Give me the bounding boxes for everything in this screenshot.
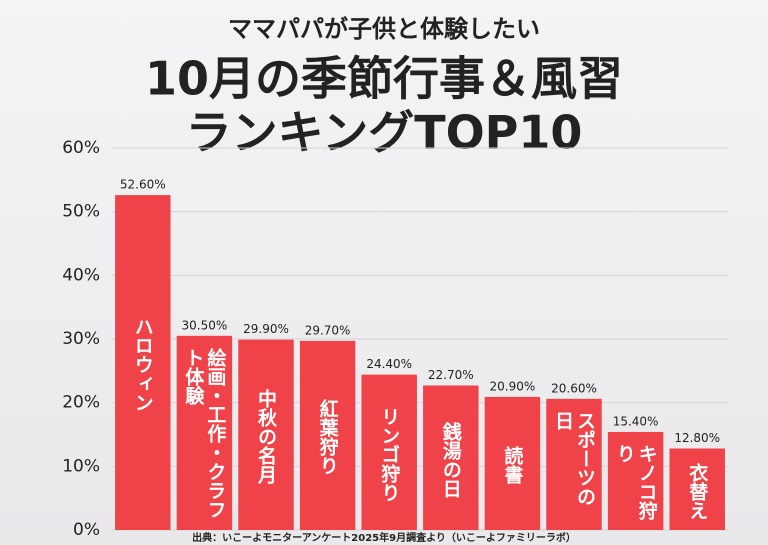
bar	[484, 396, 541, 530]
category-label: キノコ狩り	[613, 443, 658, 520]
data-label: 24.40%	[366, 357, 412, 371]
data-label: 15.40%	[613, 414, 659, 428]
data-label: 20.60%	[551, 381, 597, 395]
data-label: 52.60%	[120, 178, 166, 192]
category-label: 銭湯の日	[439, 421, 462, 498]
category-label: 読書	[501, 446, 524, 485]
y-tick-label: 20%	[62, 393, 100, 413]
bar	[669, 448, 725, 530]
chart-title: ママパパが子供と体験したい	[228, 15, 540, 43]
y-tick-label: 30%	[62, 329, 100, 349]
category-label: スポーツの日	[551, 410, 596, 506]
data-label: 29.90%	[243, 322, 289, 336]
bar	[115, 195, 171, 530]
category-label: ハロウィン	[131, 317, 154, 413]
data-label: 12.80%	[674, 431, 720, 445]
data-label: 20.90%	[490, 379, 536, 393]
category-label: 絵画・工作・クラフト体験	[182, 347, 227, 519]
y-tick-label: 50%	[62, 202, 100, 222]
bar	[607, 431, 664, 530]
data-label: 29.70%	[305, 323, 351, 337]
source-note: 出典：いこーよモニターアンケート2025年9月調査より（いこーよファミリーラボ）	[192, 531, 576, 544]
bar	[546, 398, 602, 530]
data-label: 22.70%	[428, 368, 474, 382]
bar	[176, 335, 233, 530]
data-label: 30.50%	[182, 318, 228, 332]
chart-subtitle: 10月の季節行事＆風習	[145, 52, 623, 106]
y-tick-label: 40%	[62, 265, 100, 285]
bar	[238, 339, 294, 530]
bar	[299, 340, 356, 530]
bar	[361, 374, 417, 530]
y-tick-label: 0%	[73, 520, 100, 540]
chart-subtitle: ランキングTOP10	[186, 106, 583, 160]
y-tick-label: 10%	[62, 456, 100, 476]
bar	[423, 385, 479, 530]
category-label: 衣替え	[686, 462, 709, 520]
category-label: 紅葉狩り	[316, 399, 339, 476]
y-tick-label: 60%	[62, 138, 100, 158]
category-label: リンゴ狩り	[378, 406, 401, 502]
category-label: 中秋の名月	[254, 389, 277, 485]
